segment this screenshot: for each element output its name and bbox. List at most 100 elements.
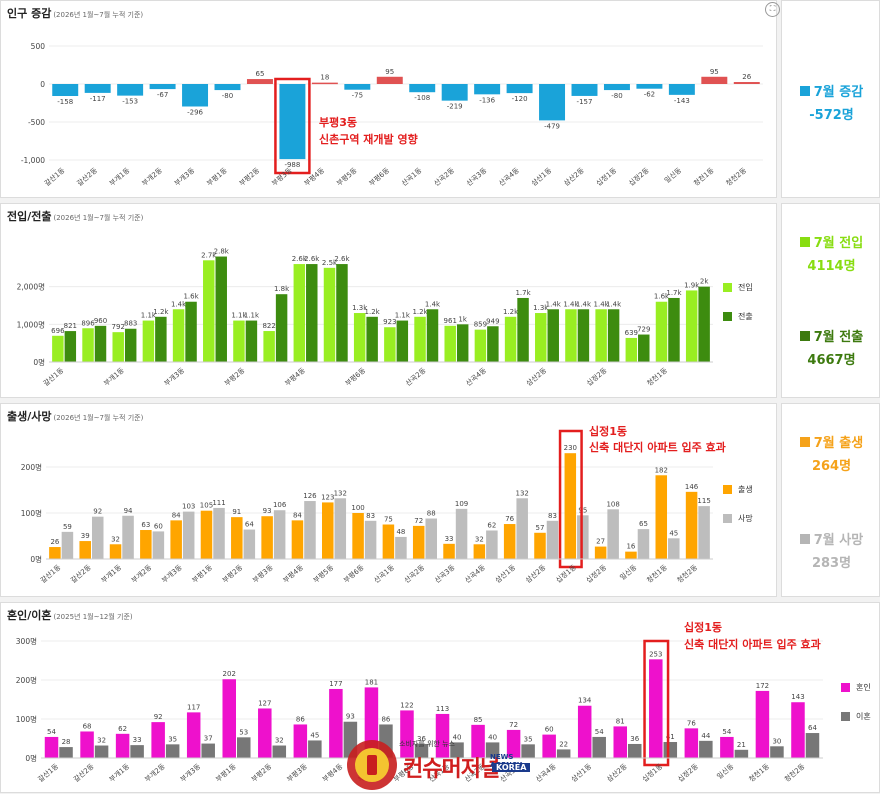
- bar: [304, 501, 316, 559]
- data-label: 95: [385, 68, 394, 76]
- data-label: -75: [352, 92, 363, 100]
- data-label: -153: [122, 98, 138, 106]
- bar: [450, 742, 464, 758]
- bar: [273, 510, 286, 559]
- data-label: -143: [674, 97, 690, 105]
- data-label: 1.8k: [274, 285, 290, 293]
- x-tick-label: 산곡1동: [400, 165, 424, 188]
- bar: [151, 722, 165, 758]
- data-label: 1.4k: [606, 300, 622, 308]
- data-label: 111: [212, 499, 225, 507]
- bar: [243, 529, 256, 559]
- data-label: 60: [545, 726, 554, 734]
- x-tick-label: 부평4동: [320, 761, 344, 784]
- marriage-title: 혼인/이혼 (2025년 1월~12월 기준): [7, 609, 133, 622]
- x-tick-label: 부평2동: [237, 165, 261, 188]
- data-label: 1.6k: [654, 293, 670, 301]
- y-tick-label: -500: [28, 118, 45, 127]
- bar: [504, 316, 517, 362]
- data-label: 1.3k: [352, 304, 368, 312]
- data-label: 63: [141, 521, 150, 529]
- data-label: 1.4k: [563, 300, 579, 308]
- bar: [685, 290, 698, 362]
- bar: [414, 316, 426, 362]
- data-label: 177: [329, 680, 342, 688]
- data-label: 92: [154, 713, 163, 721]
- y-tick-label: 200명: [16, 675, 37, 685]
- y-tick-label: 100명: [16, 714, 37, 724]
- bar: [516, 498, 528, 559]
- bar: [649, 659, 663, 758]
- bar: [542, 734, 556, 758]
- x-tick-label: 부평1동: [214, 761, 238, 784]
- data-label: 32: [475, 535, 484, 543]
- x-tick-label: 갈산2동: [69, 562, 93, 585]
- bar: [577, 309, 590, 362]
- bar: [535, 313, 547, 362]
- marriage-annotation: 십정1동 신축 대단지 아파트 입주 효과: [684, 619, 821, 653]
- pop-stat-label: 7월 증감: [782, 81, 880, 100]
- bar: [571, 84, 598, 96]
- bar: [336, 264, 348, 362]
- data-label: 122: [400, 701, 413, 709]
- bar: [577, 705, 592, 758]
- pop-stat: 7월 증감 -572명: [782, 81, 880, 123]
- y-tick-label: 0명: [25, 753, 37, 763]
- data-label: 883: [124, 320, 137, 328]
- bar: [534, 532, 546, 559]
- legend-swatch: [723, 514, 732, 523]
- x-tick-label: 부평2동: [222, 365, 246, 388]
- data-label: 35: [524, 735, 533, 743]
- x-tick-label: 청천1동: [645, 365, 669, 388]
- population-annotation: 부평3동 신촌구역 재개발 영향: [319, 114, 418, 148]
- out-stat-label: 7월 전출: [782, 326, 880, 345]
- bar: [44, 736, 59, 758]
- bar: [755, 690, 770, 758]
- data-label: 105: [200, 502, 213, 510]
- data-label: 92: [93, 508, 102, 516]
- data-label: 859: [474, 321, 487, 329]
- data-label: 30: [772, 737, 781, 745]
- bar: [655, 475, 668, 559]
- data-label: 2.5k: [322, 259, 338, 267]
- watermark-tagline: 소비자를 위한 뉴스: [399, 740, 455, 748]
- x-tick-label: 산곡1동: [372, 562, 396, 585]
- bar: [506, 84, 533, 94]
- bar: [334, 498, 347, 559]
- data-label: 91: [232, 508, 241, 516]
- bar: [293, 724, 308, 758]
- bar: [435, 713, 450, 758]
- data-label: 1.3k: [533, 304, 549, 312]
- bar: [364, 520, 377, 559]
- bar: [323, 267, 336, 362]
- data-label: 949: [486, 317, 499, 325]
- expand-icon[interactable]: ⛶: [765, 2, 780, 17]
- x-tick-label: 산곡3동: [433, 562, 457, 585]
- data-label: 37: [204, 735, 213, 743]
- data-label: 181: [365, 678, 378, 686]
- bar: [564, 453, 577, 559]
- highlight-box: [643, 639, 670, 767]
- data-label: 1.4k: [594, 300, 610, 308]
- bar: [186, 712, 201, 758]
- bar: [733, 82, 760, 84]
- bar: [130, 745, 144, 758]
- data-label: -120: [512, 95, 528, 103]
- bar: [663, 742, 678, 758]
- data-label: 100: [351, 504, 364, 512]
- bar: [668, 84, 695, 95]
- x-tick-label: 십정2동: [584, 562, 608, 585]
- data-label: 146: [685, 483, 699, 491]
- data-label: 103: [182, 503, 195, 511]
- bar: [613, 726, 627, 758]
- data-label: 93: [263, 507, 272, 515]
- data-label: 40: [488, 733, 497, 741]
- data-label: 1.7k: [515, 289, 531, 297]
- data-label: 729: [637, 326, 650, 334]
- x-tick-label: 갈산1동: [38, 562, 62, 585]
- data-label: 33: [445, 535, 454, 543]
- data-label: 84: [172, 511, 181, 519]
- square-icon: [799, 331, 810, 341]
- bar: [400, 710, 414, 758]
